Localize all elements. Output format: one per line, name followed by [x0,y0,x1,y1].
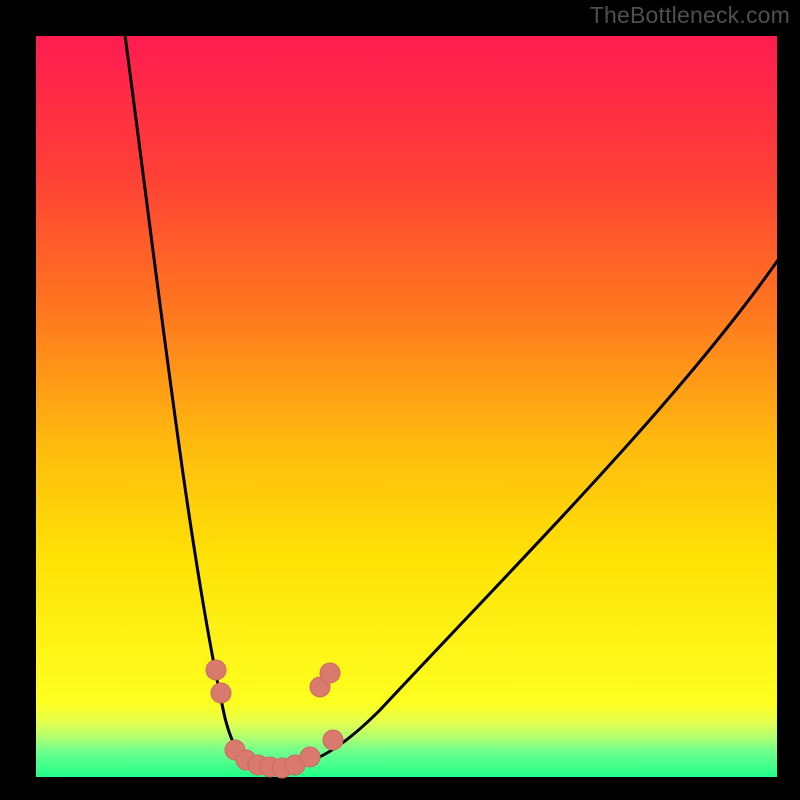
watermark-text: TheBottleneck.com [590,2,790,29]
gradient-plot-area [36,36,777,777]
chart-root: { "chart": { "type": "line-over-gradient… [0,0,800,800]
